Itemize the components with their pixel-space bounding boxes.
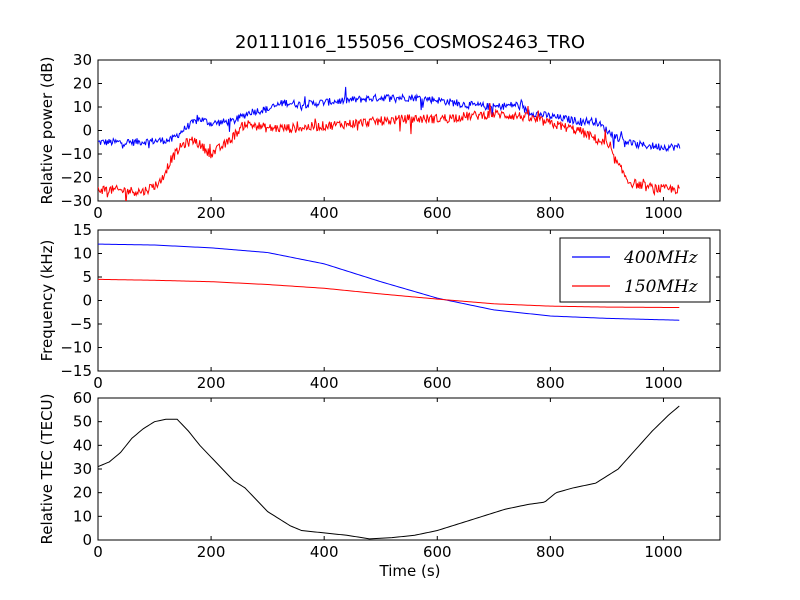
- tec-y-tick-label: 30: [73, 460, 92, 478]
- frequency-y-tick-label: 5: [82, 268, 92, 286]
- legend-box: [559, 237, 711, 303]
- frequency-x-tick-label: 0: [93, 374, 103, 392]
- power-series-0-line: [98, 86, 681, 153]
- power-y-tick-label: −10: [60, 145, 92, 163]
- frequency-x-tick-label: 400: [310, 374, 339, 392]
- tec-x-tick-label: 600: [423, 543, 452, 561]
- power-y-tick-label: 0: [82, 122, 92, 140]
- tec-axes-frame: [97, 397, 721, 541]
- power-x-tick-label: 0: [93, 204, 103, 222]
- figure-title: 20111016_155056_COSMOS2463_TRO: [235, 32, 585, 53]
- frequency-legend: 400MHz 150MHz: [559, 237, 711, 303]
- power-panel: 0 200 400 600 800 1000 −30 −20 −10 0 10 20 30 Relativ…: [38, 51, 721, 222]
- frequency-x-tick-label: 800: [536, 374, 565, 392]
- power-x-tick-label: 400: [310, 204, 339, 222]
- frequency-y-tick-label: −5: [70, 315, 92, 333]
- power-y-tick-label: −30: [60, 192, 92, 210]
- frequency-panel: 0 200 400 600 800 1000 −15 −10 −5 0 5 10 15 Frequency…: [38, 221, 721, 392]
- tec-x-tick-label: 400: [310, 543, 339, 561]
- tec-y-tick-label: 50: [73, 413, 92, 431]
- power-x-tick-label: 800: [536, 204, 565, 222]
- frequency-x-tick-label: 1000: [644, 374, 682, 392]
- frequency-y-tick-label: 15: [73, 221, 92, 239]
- power-y-tick-label: −20: [60, 169, 92, 187]
- frequency-y-axis-label: Frequency (kHz): [38, 240, 56, 362]
- frequency-x-tick-label: 600: [423, 374, 452, 392]
- power-x-tick-label: 200: [197, 204, 226, 222]
- power-x-tick-label: 600: [423, 204, 452, 222]
- power-series-1-line: [98, 103, 680, 201]
- power-y-tick-label: 30: [73, 51, 92, 69]
- tec-x-tick-label: 800: [536, 543, 565, 561]
- frequency-y-tick-label: 0: [82, 292, 92, 310]
- power-y-tick-label: 10: [73, 98, 92, 116]
- tec-y-tick-label: 0: [82, 531, 92, 549]
- tec-x-tick-label: 1000: [644, 543, 682, 561]
- tec-y-tick-label: 20: [73, 484, 92, 502]
- tec-y-tick-label: 60: [73, 389, 92, 407]
- power-y-tick-label: 20: [73, 75, 92, 93]
- frequency-y-tick-label: −15: [60, 362, 92, 380]
- tec-y-tick-label: 40: [73, 436, 92, 454]
- power-y-axis-label: Relative power (dB): [38, 57, 56, 205]
- power-x-tick-label: 1000: [644, 204, 682, 222]
- legend-label-400mhz: 400MHz: [623, 248, 699, 268]
- frequency-series-150mhz-line: [98, 278, 680, 309]
- x-axis-label: Time (s): [379, 562, 441, 580]
- frequency-series-400mhz-line: [98, 243, 680, 321]
- tec-y-tick-label: 10: [73, 507, 92, 525]
- frequency-x-tick-label: 200: [197, 374, 226, 392]
- frequency-y-tick-label: −10: [60, 339, 92, 357]
- frequency-y-tick-label: 10: [73, 245, 92, 263]
- tec-x-tick-label: 0: [93, 543, 103, 561]
- legend-label-150mhz: 150MHz: [624, 277, 699, 297]
- tec-x-tick-label: 200: [197, 543, 226, 561]
- power-axes-frame: [97, 59, 721, 202]
- tec-series-0-line: [98, 405, 680, 540]
- tec-y-axis-label: Relative TEC (TECU): [38, 394, 56, 545]
